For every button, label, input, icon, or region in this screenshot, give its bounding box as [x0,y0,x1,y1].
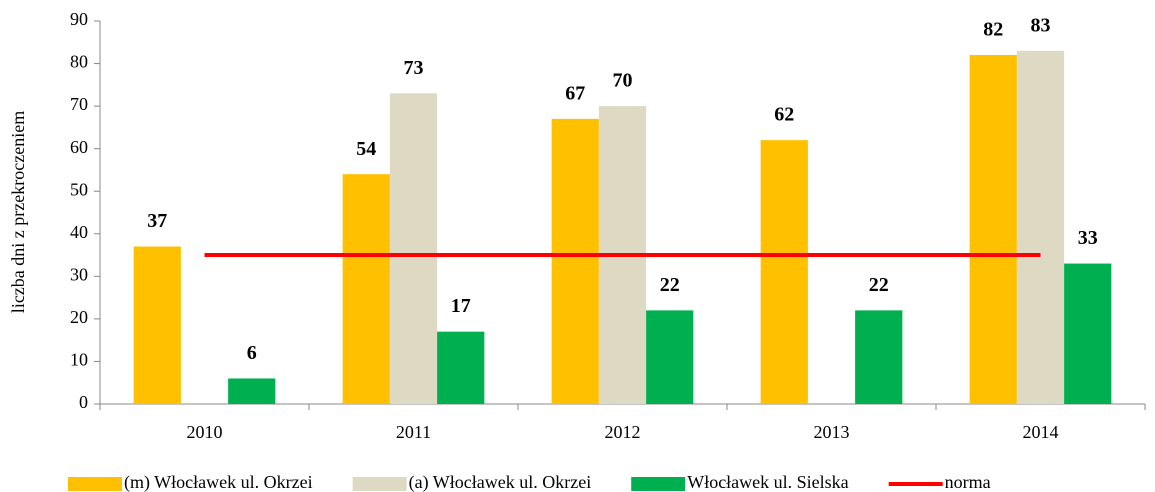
legend-key [352,477,407,491]
y-tick-label: 80 [70,52,88,72]
value-label: 67 [565,82,585,104]
y-axis-label: liczba dni z przekroczeniem [8,111,28,313]
y-tick-label: 10 [70,350,88,370]
x-tick-label: 2010 [187,422,223,442]
value-label: 73 [404,57,424,79]
x-tick-label: 2012 [605,422,641,442]
value-label: 37 [147,210,167,232]
x-tick-label: 2013 [814,422,850,442]
value-label: 54 [356,138,376,160]
bar [969,55,1017,405]
legend-label: (a) Włocławek ul. Okrzei [409,472,592,492]
legend-label: norma [945,472,991,492]
legend-label: Włocławek ul. Sielska [687,472,848,492]
value-label: 82 [983,19,1003,41]
bar [1016,50,1065,405]
bar [646,310,694,404]
bar [389,93,438,404]
legend-label: (m) Włocławek ul. Okrzei [124,472,313,492]
value-label: 70 [613,70,633,92]
bar [1064,263,1112,404]
legend-key [631,477,686,491]
x-tick-label: 2014 [1023,422,1059,442]
value-label: 83 [1031,14,1051,36]
bar [760,140,808,404]
y-tick-label: 20 [70,307,88,327]
value-label: 22 [660,274,680,296]
y-tick-label: 0 [79,392,88,412]
bar [342,174,390,404]
value-label: 6 [247,342,257,364]
bar [855,310,903,404]
bar [228,378,276,404]
legend-key [68,477,122,491]
y-tick-label: 40 [70,222,88,242]
y-tick-label: 90 [70,9,88,29]
value-label: 17 [451,295,471,317]
value-label: 62 [774,104,794,126]
x-tick-label: 2011 [396,422,431,442]
bar [133,246,181,404]
value-label: 33 [1078,227,1098,249]
bar [551,118,599,404]
y-tick-label: 70 [70,94,88,114]
bar [437,331,485,404]
y-tick-label: 60 [70,137,88,157]
y-tick-label: 30 [70,264,88,284]
y-tick-label: 50 [70,179,88,199]
value-label: 22 [869,274,889,296]
